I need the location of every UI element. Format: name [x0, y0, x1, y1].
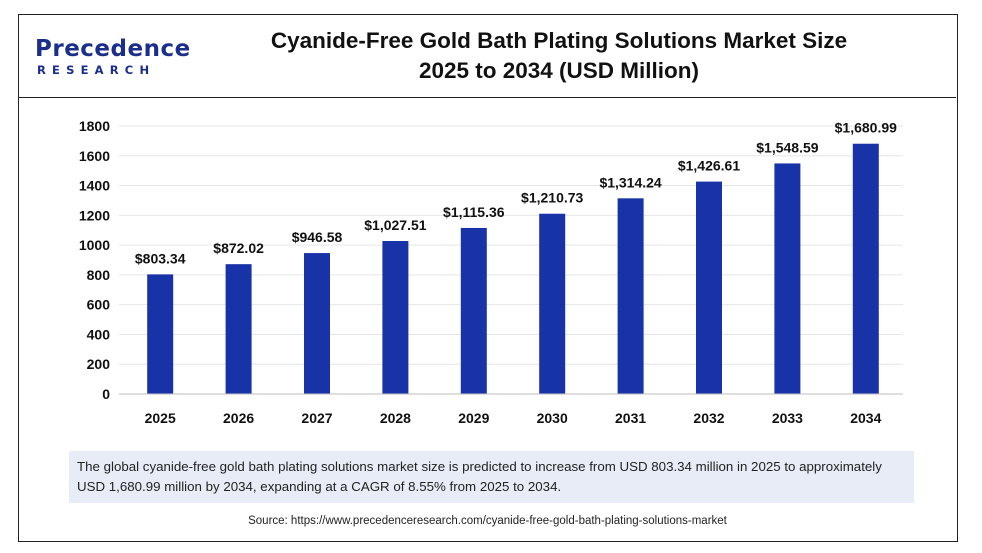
bar	[147, 274, 174, 394]
x-tick-label: 2031	[615, 410, 646, 426]
data-label: $872.02	[213, 240, 264, 256]
y-tick-label: 1800	[79, 118, 110, 134]
data-label: $1,314.24	[599, 174, 661, 190]
x-tick-label: 2029	[458, 410, 489, 426]
brand-sub: RESEARCH	[37, 63, 156, 77]
description-box: The global cyanide-free gold bath platin…	[69, 451, 914, 503]
data-label: $1,115.36	[443, 204, 505, 220]
x-tick-label: 2030	[537, 410, 568, 426]
chart-title: Cyanide-Free Gold Bath Plating Solutions…	[234, 26, 884, 86]
chart-title-line1: Cyanide-Free Gold Bath Plating Solutions…	[270, 28, 848, 53]
bar	[852, 143, 879, 394]
y-tick-label: 1000	[79, 237, 110, 253]
brand-logo: Precedence RESEARCH	[35, 37, 190, 81]
y-tick-label: 1400	[79, 178, 110, 194]
x-tick-label: 2028	[380, 410, 411, 426]
chart-title-line2: 2025 to 2034 (USD Million)	[418, 58, 700, 83]
y-tick-label: 0	[102, 386, 110, 402]
x-tick-label: 2027	[301, 410, 332, 426]
x-tick-label: 2034	[850, 410, 881, 426]
y-tick-label: 600	[87, 297, 111, 313]
data-label: $1,548.59	[756, 139, 818, 155]
data-label: $1,680.99	[835, 120, 897, 136]
bar	[774, 163, 801, 394]
source-note: Source: https://www.precedenceresearch.c…	[248, 515, 727, 527]
bar	[225, 264, 252, 394]
x-tick-label: 2025	[145, 410, 176, 426]
bar	[460, 227, 487, 394]
data-label: $1,210.73	[521, 190, 583, 206]
bar	[617, 198, 644, 394]
y-tick-label: 1200	[79, 207, 110, 223]
bar	[382, 241, 409, 394]
y-tick-label: 400	[87, 326, 111, 342]
brand-name: Precedence	[35, 36, 191, 62]
data-label: $1,426.61	[678, 158, 740, 174]
bar	[539, 213, 566, 394]
bar	[696, 181, 722, 394]
y-tick-label: 1600	[79, 148, 110, 164]
bar	[304, 253, 330, 394]
x-tick-label: 2026	[223, 410, 254, 426]
header: Precedence RESEARCH Cyanide-Free Gold Ba…	[19, 15, 956, 98]
chart-frame: Precedence RESEARCH Cyanide-Free Gold Ba…	[18, 14, 958, 542]
bar-chart: 0 200 400 600 800 1000 1200 1400 1600 1800 $803.34…	[79, 118, 903, 426]
y-tick-label: 800	[87, 267, 111, 283]
x-tick-label: 2032	[693, 410, 724, 426]
x-tick-label: 2033	[772, 410, 803, 426]
y-tick-label: 200	[87, 356, 111, 372]
data-label: $803.34	[135, 250, 186, 266]
data-label: $1,027.51	[364, 217, 426, 233]
data-label: $946.58	[292, 229, 343, 245]
